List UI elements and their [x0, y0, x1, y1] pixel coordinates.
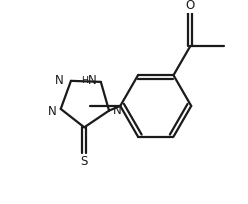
- Text: N: N: [87, 73, 96, 86]
- Text: N: N: [48, 105, 57, 118]
- Text: N: N: [55, 74, 63, 87]
- Text: N: N: [113, 104, 122, 117]
- Text: S: S: [81, 155, 88, 168]
- Text: H: H: [81, 75, 88, 84]
- Text: O: O: [186, 0, 195, 11]
